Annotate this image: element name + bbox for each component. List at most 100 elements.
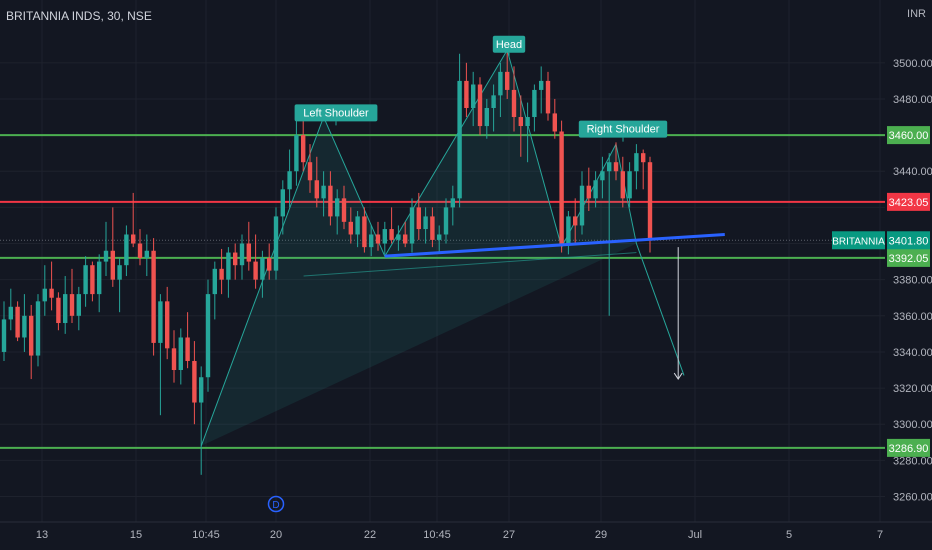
candle-body xyxy=(518,117,523,127)
candle-body xyxy=(389,229,394,240)
candle-body xyxy=(600,171,605,181)
candle-body xyxy=(90,265,95,295)
time-tick: 20 xyxy=(270,529,282,541)
candle-body xyxy=(525,117,530,127)
candle-body xyxy=(301,135,306,163)
candle-body xyxy=(8,306,13,320)
candle-body xyxy=(573,216,578,226)
candle-body xyxy=(97,261,102,295)
candle-body xyxy=(362,216,367,248)
candle-body xyxy=(335,198,340,217)
price-tick: 3260.00 xyxy=(893,492,932,504)
candle-body xyxy=(314,180,319,199)
candle-body xyxy=(423,216,428,230)
candle-body xyxy=(430,216,435,240)
candle-body xyxy=(382,229,387,244)
candle-body xyxy=(511,89,517,118)
candle-body xyxy=(328,185,333,217)
candle-body xyxy=(559,131,564,244)
pattern-overlay: Left Shoulder Head Right Shoulder D xyxy=(267,35,725,513)
price-tick: 3360.00 xyxy=(893,311,932,323)
candle-body xyxy=(49,288,54,298)
level-price-label: 3392.05 xyxy=(889,253,929,265)
candle-body xyxy=(158,301,163,343)
candle-body xyxy=(613,162,619,172)
candle-body xyxy=(246,243,251,262)
price-tick: 3280.00 xyxy=(893,455,932,467)
candle-body xyxy=(355,216,360,235)
candle-body xyxy=(586,185,591,199)
candle-body xyxy=(341,198,347,222)
candle-body xyxy=(29,315,34,356)
candle-body xyxy=(321,185,326,199)
candle-body xyxy=(110,250,115,280)
candle-body xyxy=(403,234,408,244)
candle-body xyxy=(539,80,544,90)
event-marker xyxy=(267,495,285,513)
candle-body xyxy=(151,250,156,343)
candle-body xyxy=(226,252,231,280)
candle-body xyxy=(219,268,224,280)
candle-body xyxy=(294,135,299,172)
candle-body xyxy=(348,221,353,235)
pattern-label-box xyxy=(492,35,526,53)
candle-body xyxy=(375,234,381,244)
candle-body xyxy=(233,252,238,266)
candle-body xyxy=(627,171,632,199)
candle-body xyxy=(15,306,20,338)
chart-title: BRITANNIA INDS, 30, NSE xyxy=(6,9,152,23)
candle-body xyxy=(647,162,653,240)
candle-body xyxy=(63,294,68,324)
event-marker-letter: D xyxy=(272,500,279,511)
pattern-base-line xyxy=(303,252,637,277)
price-tick: 3500.00 xyxy=(893,58,932,70)
price-tick: 3480.00 xyxy=(893,94,932,106)
candle-body xyxy=(22,315,27,338)
candle-body xyxy=(579,185,585,226)
level-price-tag xyxy=(887,438,930,457)
time-tick: 15 xyxy=(130,529,142,541)
price-axis: 3260.00 3280.00 3300.00 3320.00 3340.00 3360.… xyxy=(832,0,932,550)
candle-body xyxy=(607,162,612,172)
candle-body xyxy=(124,234,129,266)
candle-body xyxy=(532,89,537,118)
pattern-label-box xyxy=(578,120,668,138)
level-price-label: 3286.90 xyxy=(889,443,929,455)
candle-body xyxy=(131,234,136,244)
candle-body xyxy=(185,337,190,361)
price-tick: 3320.00 xyxy=(893,383,932,395)
time-axis-bg xyxy=(0,522,932,550)
time-tick: 10:45 xyxy=(423,529,451,541)
time-tick: 13 xyxy=(36,529,48,541)
time-tick: 22 xyxy=(364,529,376,541)
candle-body xyxy=(552,113,557,132)
candle-body xyxy=(443,207,449,235)
candle-body xyxy=(641,153,646,163)
price-axis-bg xyxy=(885,0,932,550)
level-price-tag xyxy=(887,126,930,145)
symbol-tag xyxy=(832,231,885,250)
candle-body xyxy=(484,107,489,127)
last-price-label: 3401.80 xyxy=(889,235,929,247)
candle-body xyxy=(505,71,510,90)
time-tick: 5 xyxy=(786,529,792,541)
candle-body xyxy=(273,216,279,271)
pattern-zigzag xyxy=(200,48,685,447)
time-tick: 29 xyxy=(595,529,607,541)
candle-body xyxy=(566,216,571,244)
candle-body xyxy=(634,153,639,172)
candle-body xyxy=(253,261,258,280)
time-axis: 13 15 10:45 20 22 10:45 27 29 Jul 5 7 xyxy=(0,521,932,550)
candle-body xyxy=(471,84,476,108)
candle-body xyxy=(396,234,401,240)
candle-body xyxy=(205,294,211,378)
candle-body xyxy=(620,171,625,199)
candle-body xyxy=(260,257,265,280)
candle-body xyxy=(267,257,272,271)
candles-series xyxy=(1,50,653,475)
candle-body xyxy=(56,297,61,324)
candle-body xyxy=(307,162,313,181)
price-tick: 3440.00 xyxy=(893,166,932,178)
price-tick: 3380.00 xyxy=(893,275,932,287)
